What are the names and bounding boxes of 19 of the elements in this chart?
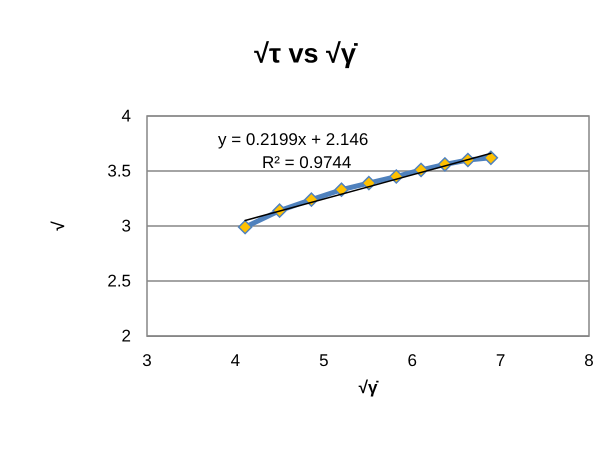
annotation: y = 0.2199x + 2.146 — [218, 130, 368, 149]
y-tick-label: 2.5 — [107, 272, 131, 290]
x-tick-label: 5 — [319, 351, 329, 370]
y-tick-label: 3.5 — [107, 162, 131, 180]
y-axis-title: √ — [49, 220, 68, 231]
point — [238, 220, 252, 234]
y-tick-label: 4 — [122, 106, 131, 126]
x-tick-label: 8 — [584, 351, 594, 370]
x-tick-label: 6 — [407, 351, 417, 370]
x-tick-label: 3 — [142, 351, 152, 370]
x-tick-label: 7 — [496, 351, 506, 370]
annotation: R² = 0.9744 — [262, 153, 352, 172]
y-tick-label: 2 — [122, 326, 131, 346]
x-axis-title: √γ̇ — [358, 378, 380, 397]
point — [484, 150, 498, 166]
y-tick-label: 3 — [122, 216, 131, 236]
point — [334, 182, 349, 197]
x-tick-label: 4 — [230, 351, 240, 370]
chart-title: √τ vs √γ̇ — [254, 38, 358, 68]
